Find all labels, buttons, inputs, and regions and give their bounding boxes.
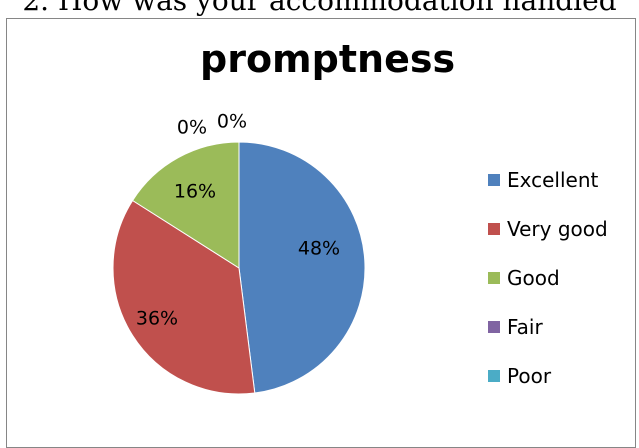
chart-legend: Excellent Very good Good Fair Poor <box>488 155 608 400</box>
pie-slice-excellent <box>238 141 366 394</box>
legend-item-fair: Fair <box>488 302 608 351</box>
data-label-poor: 0% <box>217 111 247 133</box>
legend-label-very-good: Very good <box>507 216 608 241</box>
legend-item-excellent: Excellent <box>488 155 608 204</box>
legend-label-poor: Poor <box>507 363 552 388</box>
data-label-fair: 0% <box>177 117 207 139</box>
page-heading: 2. How was your accommodation handled <box>22 0 617 17</box>
data-label-very-good: 36% <box>136 308 178 330</box>
legend-item-poor: Poor <box>488 351 608 400</box>
pie-slice-very-good <box>112 199 256 395</box>
legend-swatch-good <box>488 271 500 284</box>
legend-label-fair: Fair <box>507 314 543 339</box>
legend-label-excellent: Excellent <box>507 167 599 192</box>
data-label-good: 16% <box>174 181 216 203</box>
legend-swatch-poor <box>488 369 500 382</box>
legend-item-good: Good <box>488 253 608 302</box>
legend-swatch-fair <box>488 320 500 333</box>
data-label-excellent: 48% <box>298 238 340 260</box>
pie-slice-good <box>131 141 240 269</box>
legend-swatch-very-good <box>488 222 500 235</box>
legend-item-very-good: Very good <box>488 204 608 253</box>
legend-label-good: Good <box>507 265 560 290</box>
chart-title: promptness <box>200 37 456 81</box>
legend-swatch-excellent <box>488 173 500 186</box>
